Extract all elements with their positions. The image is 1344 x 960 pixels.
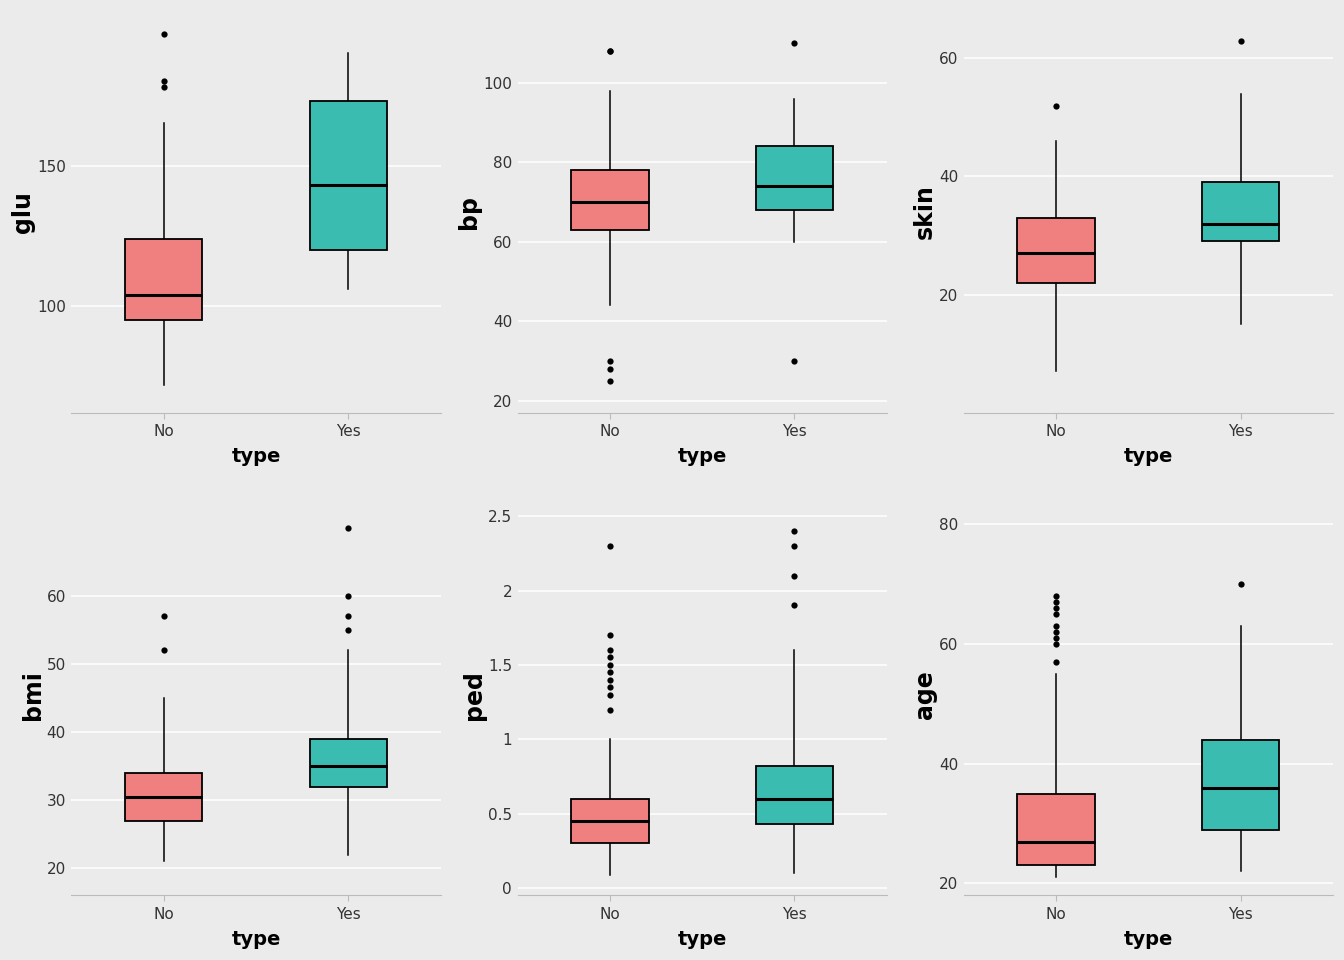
- Y-axis label: age: age: [913, 670, 937, 719]
- Bar: [1017, 794, 1095, 866]
- Bar: [1017, 218, 1095, 283]
- Bar: [1202, 739, 1279, 829]
- Y-axis label: ped: ped: [462, 670, 487, 720]
- X-axis label: type: type: [231, 930, 281, 948]
- X-axis label: type: type: [231, 447, 281, 467]
- Bar: [125, 773, 203, 821]
- Y-axis label: bp: bp: [457, 195, 481, 228]
- Bar: [309, 101, 387, 250]
- Y-axis label: glu: glu: [11, 191, 35, 233]
- Bar: [571, 170, 649, 229]
- Bar: [571, 799, 649, 844]
- Bar: [1202, 182, 1279, 241]
- X-axis label: type: type: [677, 447, 727, 467]
- Y-axis label: bmi: bmi: [20, 670, 44, 720]
- X-axis label: type: type: [677, 930, 727, 948]
- Bar: [309, 739, 387, 786]
- Bar: [755, 146, 833, 210]
- Bar: [125, 239, 203, 320]
- X-axis label: type: type: [1124, 930, 1173, 948]
- X-axis label: type: type: [1124, 447, 1173, 467]
- Bar: [755, 766, 833, 824]
- Y-axis label: skin: skin: [913, 184, 937, 239]
